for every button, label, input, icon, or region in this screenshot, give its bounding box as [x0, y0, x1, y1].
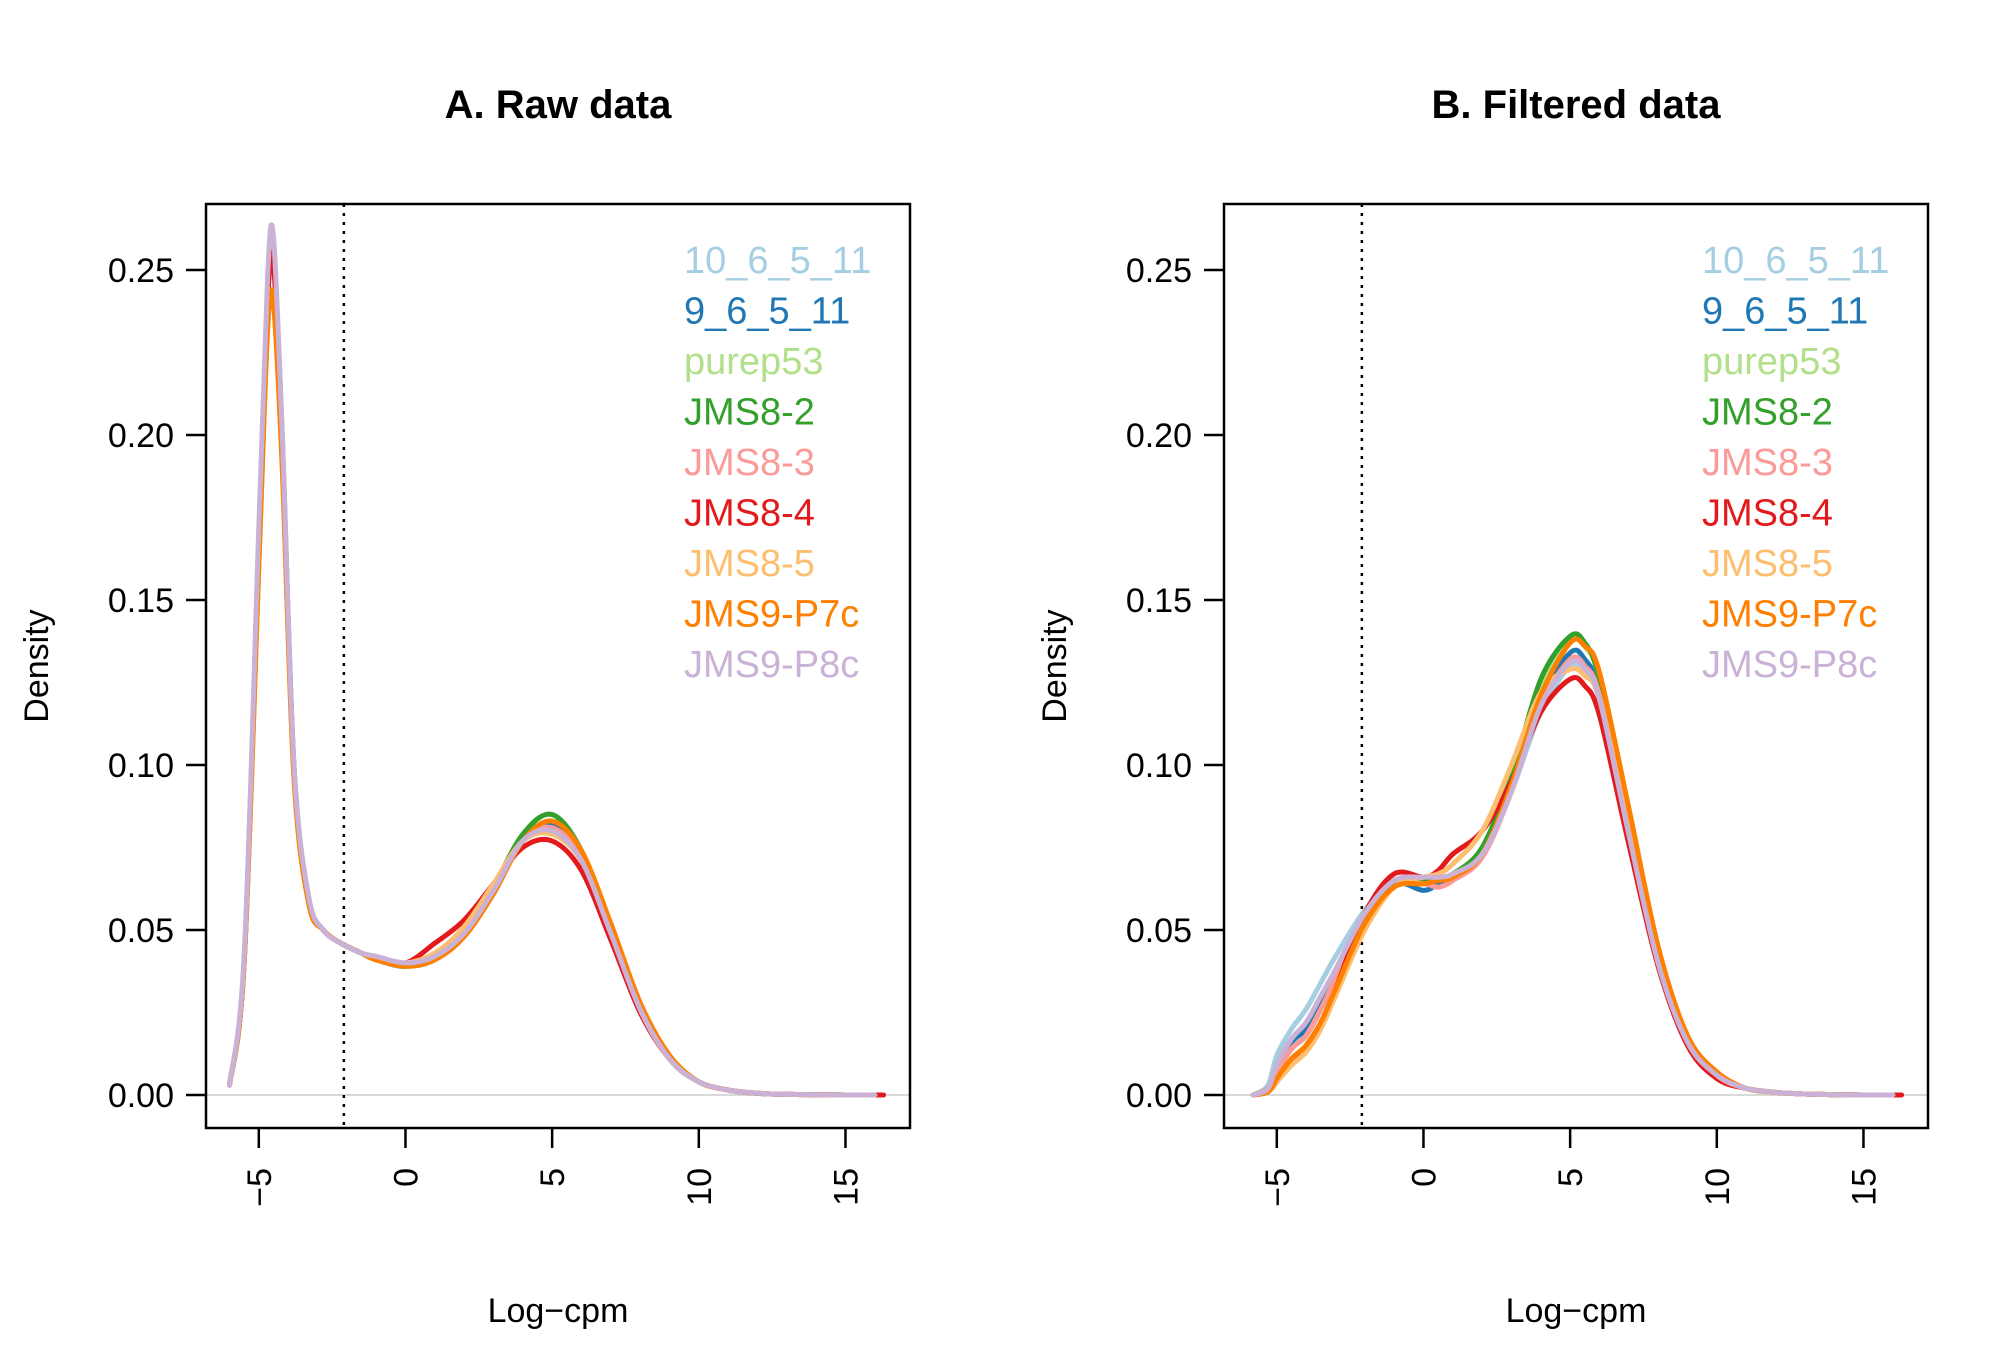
series-line-jms8-2	[1250, 631, 1896, 1098]
legend-entry: JMS8-4	[684, 493, 815, 535]
x-tick-label: 15	[1845, 1168, 1883, 1206]
y-tick-label: 0.25	[1126, 252, 1192, 290]
y-axis-label: Density	[18, 609, 56, 722]
legend-entry: JMS8-5	[684, 543, 815, 585]
legend-entry: JMS9-P7c	[684, 594, 859, 636]
x-tick-label: 10	[1699, 1168, 1737, 1206]
y-tick-label: 0.00	[108, 1077, 174, 1115]
legend-entry: JMS8-4	[1702, 493, 1833, 535]
x-tick-label: 5	[534, 1168, 572, 1187]
panel-b: B. Filtered data 0.00 0.05 0.10 0.15 0.20 0.25…	[1036, 83, 1930, 1330]
legend-entry: purep53	[1702, 341, 1841, 383]
series-group	[227, 222, 887, 1098]
y-tick-label: 0.20	[1126, 417, 1192, 455]
chart-title: A. Raw data	[445, 83, 672, 127]
x-tick-label: −5	[1259, 1168, 1297, 1207]
x-axis-label: Log−cpm	[1506, 1292, 1647, 1330]
y-tick-label: 0.20	[108, 417, 174, 455]
plot-frame	[204, 202, 912, 1130]
legend-entry: JMS9-P8c	[1702, 644, 1877, 686]
x-tick-label: 0	[1405, 1168, 1443, 1187]
legend-entry: JMS8-5	[1702, 543, 1833, 585]
legend-entry: JMS9-P8c	[684, 644, 859, 686]
series-line-jms9-p8c	[1250, 657, 1896, 1098]
y-tick-label: 0.05	[108, 912, 174, 950]
series-line-jms8-5	[1250, 665, 1896, 1098]
y-tick-label: 0.05	[1126, 912, 1192, 950]
series-line-jms9-p7c	[1250, 636, 1896, 1098]
y-tick-label: 0.10	[1126, 747, 1192, 785]
x-axis-label: Log−cpm	[488, 1292, 629, 1330]
x-tick-label: 5	[1552, 1168, 1590, 1187]
legend: 10_6_5_11 9_6_5_11 purep53 JMS8-2 JMS8-3 JMS8…	[1702, 240, 1889, 686]
legend-entry: 9_6_5_11	[1702, 291, 1868, 333]
series-group	[1250, 631, 1905, 1098]
y-axis-label: Density	[1036, 609, 1074, 722]
x-tick-label: 10	[681, 1168, 719, 1206]
plot-frame	[1222, 202, 1930, 1130]
legend-entry: 10_6_5_11	[684, 240, 871, 282]
legend-entry: JMS9-P7c	[1702, 594, 1877, 636]
series-line-jms8-4	[1250, 675, 1905, 1098]
series-line-10-6-5-11	[1250, 660, 1896, 1098]
x-tick-label: 0	[387, 1168, 425, 1187]
panel-a: A. Raw data 0.00 0.05 0.10 0.15 0.20 0.25 −5 0 5 1…	[18, 83, 912, 1330]
legend-entry: JMS8-2	[1702, 392, 1833, 434]
series-line-jms8-3	[1250, 654, 1896, 1098]
chart-title: B. Filtered data	[1432, 83, 1722, 127]
legend-entry: 9_6_5_11	[684, 291, 850, 333]
legend-entry: JMS8-3	[1702, 442, 1833, 484]
y-tick-label: 0.25	[108, 252, 174, 290]
legend-entry: 10_6_5_11	[1702, 240, 1889, 282]
x-tick-label: 15	[827, 1168, 865, 1206]
series-line-jms9-p8c	[227, 222, 878, 1098]
legend-entry: JMS8-3	[684, 442, 815, 484]
y-tick-label: 0.00	[1126, 1077, 1192, 1115]
y-tick-label: 0.15	[108, 582, 174, 620]
series-line-purep53	[1250, 631, 1896, 1098]
x-tick-label: −5	[241, 1168, 279, 1207]
y-tick-label: 0.10	[108, 747, 174, 785]
legend-entry: purep53	[684, 341, 823, 383]
legend-entry: JMS8-2	[684, 392, 815, 434]
legend: 10_6_5_11 9_6_5_11 purep53 JMS8-2 JMS8-3 JMS8…	[684, 240, 871, 686]
series-line-9-6-5-11	[1250, 647, 1896, 1098]
y-tick-label: 0.15	[1126, 582, 1192, 620]
